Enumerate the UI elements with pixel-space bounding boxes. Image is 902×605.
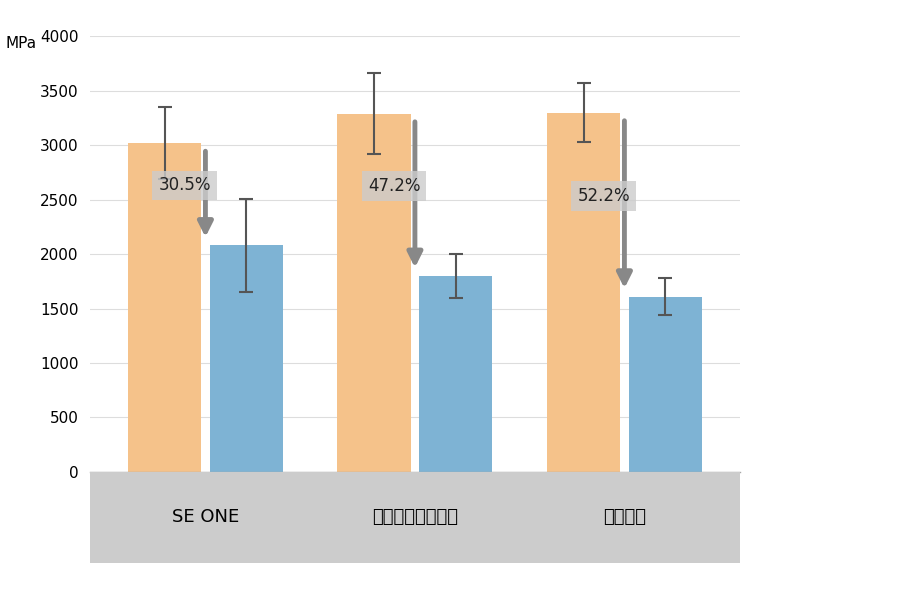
Text: 52.2%: 52.2% <box>577 187 630 205</box>
Text: 47.2%: 47.2% <box>368 177 420 195</box>
Text: SE ONE: SE ONE <box>171 508 239 526</box>
Bar <box>419 276 492 472</box>
Text: トライエスボンド: トライエスボンド <box>372 508 458 526</box>
Bar <box>547 113 621 472</box>
Text: 他社製品: 他社製品 <box>603 508 646 526</box>
Text: MPa: MPa <box>5 36 37 51</box>
Bar <box>337 114 410 472</box>
Text: 30.5%: 30.5% <box>158 177 211 194</box>
Bar <box>209 246 283 472</box>
Bar <box>629 296 702 472</box>
Bar <box>128 143 201 472</box>
